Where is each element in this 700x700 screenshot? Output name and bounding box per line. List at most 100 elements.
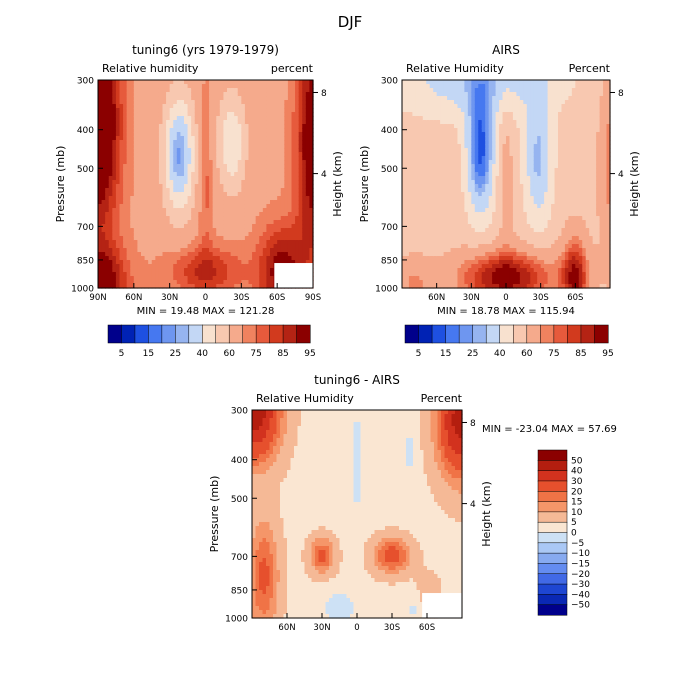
contour-cell <box>488 216 493 221</box>
contour-cell <box>133 260 139 265</box>
contour-cell <box>302 200 307 205</box>
contour-cell <box>101 100 106 105</box>
contour-cell <box>450 156 455 161</box>
contour-cell <box>144 244 149 249</box>
contour-cell <box>478 188 483 193</box>
contour-cell <box>295 184 300 189</box>
contour-cell <box>474 140 479 145</box>
contour-cell <box>105 200 110 205</box>
contour-cell <box>223 264 228 269</box>
contour-cell <box>512 252 517 257</box>
contour-cell <box>173 240 178 245</box>
contour-cell <box>291 156 296 161</box>
contour-cell <box>187 280 192 285</box>
contour-cell <box>115 156 121 161</box>
contour-cell <box>176 240 182 245</box>
contour-cell <box>519 112 524 117</box>
contour-cell <box>519 184 524 189</box>
contour-cell <box>133 120 139 125</box>
contour-cell <box>277 148 282 153</box>
contour-cell <box>115 228 121 233</box>
contour-cell <box>234 272 239 277</box>
contour-cell <box>227 204 232 209</box>
contour-cell <box>173 280 178 285</box>
contour-cell <box>492 88 497 93</box>
contour-cell <box>471 260 476 265</box>
contour-cell <box>223 196 228 201</box>
contour-cell <box>454 168 459 173</box>
contour-cell <box>223 100 228 105</box>
contour-cell <box>230 244 235 249</box>
contour-cell <box>133 128 139 133</box>
contour-cell <box>141 260 146 265</box>
contour-cell <box>169 240 174 245</box>
contour-cell <box>180 168 185 173</box>
contour-cell <box>101 152 106 157</box>
contour-cell <box>151 188 156 193</box>
contour-cell <box>230 80 235 85</box>
contour-cell <box>180 108 185 113</box>
contour-cell <box>130 244 135 249</box>
contour-cell <box>101 112 106 117</box>
contour-cell <box>412 216 417 221</box>
contour-cell <box>506 164 511 169</box>
contour-cell <box>419 272 424 277</box>
contour-cell <box>454 208 459 213</box>
contour-cell <box>488 240 493 245</box>
contour-cell <box>519 224 524 229</box>
contour-cell <box>244 272 250 277</box>
contour-cell <box>130 152 135 157</box>
contour-cell <box>474 108 479 113</box>
contour-cell <box>447 272 452 277</box>
contour-cell <box>488 272 493 277</box>
contour-cell <box>248 88 253 93</box>
contour-cell <box>436 208 441 213</box>
contour-cell <box>176 248 182 253</box>
contour-cell <box>464 124 469 129</box>
contour-cell <box>273 248 278 253</box>
contour-cell <box>112 84 117 89</box>
contour-cell <box>227 92 232 97</box>
contour-cell <box>454 268 459 273</box>
contour-cell <box>205 268 210 273</box>
contour-cell <box>266 276 271 281</box>
contour-cell <box>112 208 117 213</box>
contour-cell <box>151 124 156 129</box>
contour-cell <box>447 128 452 133</box>
contour-cell <box>166 160 171 165</box>
contour-cell <box>270 276 275 281</box>
contour-cell <box>237 240 242 245</box>
contour-cell <box>402 280 407 285</box>
contour-cell <box>255 156 260 161</box>
contour-cell <box>266 244 271 249</box>
contour-cell <box>230 276 235 281</box>
contour-cell <box>464 148 469 153</box>
contour-cell <box>464 264 469 269</box>
contour-cell <box>422 188 427 193</box>
contour-cell <box>212 260 217 265</box>
contour-cell <box>305 148 311 153</box>
contour-cell <box>506 240 511 245</box>
contour-cell <box>234 256 239 261</box>
contour-cell <box>173 144 178 149</box>
contour-cell <box>492 104 497 109</box>
contour-cell <box>447 184 452 189</box>
contour-cell <box>284 224 289 229</box>
contour-cell <box>506 100 511 105</box>
contour-cell <box>450 108 455 113</box>
contour-cell <box>412 104 417 109</box>
contour-cell <box>166 256 171 261</box>
contour-cell <box>419 236 424 241</box>
contour-cell <box>151 156 156 161</box>
contour-cell <box>158 116 164 121</box>
contour-cell <box>422 212 427 217</box>
contour-cell <box>141 168 146 173</box>
contour-cell <box>158 176 164 181</box>
contour-cell <box>309 96 314 101</box>
contour-cell <box>302 128 307 133</box>
contour-cell <box>223 284 228 289</box>
contour-cell <box>443 280 448 285</box>
contour-cell <box>126 144 131 149</box>
contour-cell <box>141 96 146 101</box>
contour-cell <box>291 244 296 249</box>
